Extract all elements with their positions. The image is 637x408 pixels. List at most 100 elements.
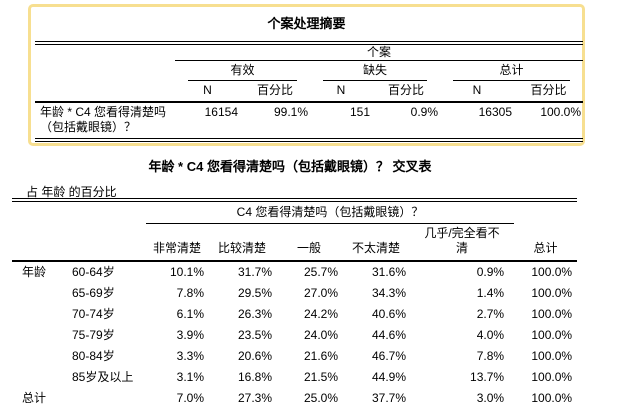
row-group-label-age: 年龄 — [22, 265, 47, 279]
data-row-85-plus: 85岁及以上 3.1% 16.8% 21.5% 44.9% 13.7% 100.… — [12, 367, 577, 388]
value-cell: 25.7% — [303, 265, 338, 279]
group-header-row: 有效 缺失 总计 — [35, 61, 583, 82]
value-cell: 24.2% — [303, 307, 338, 321]
group-header-missing: 缺失 — [310, 61, 440, 81]
value-cell-n-total: 16305 — [440, 102, 514, 142]
c4-span-header: C4 您看得清楚吗（包括戴眼镜）？ — [146, 198, 515, 224]
empty-cell — [60, 388, 146, 408]
case-summary-title: 个案处理摘要 — [267, 16, 346, 31]
row-label: 60-64岁 — [72, 265, 115, 279]
row-label: 65-69岁 — [72, 286, 115, 300]
value-cell: 21.5% — [303, 370, 338, 384]
group-header-total-label: 总计 — [453, 61, 571, 81]
case-summary-data-row: 年龄 * C4 您看得清楚吗 （包括戴眼镜）？ 16154 99.1% 151 … — [35, 102, 584, 142]
value-cell: 40.6% — [371, 307, 406, 321]
corner-cell — [35, 81, 175, 103]
group-header-missing-label: 缺失 — [323, 61, 427, 81]
value-cell: 6.1% — [176, 307, 204, 321]
header-percent-valid: 百分比 — [240, 81, 310, 103]
corner-cell — [12, 223, 146, 262]
value-cell-percent-valid: 99.1% — [240, 102, 310, 142]
c4-span-row: C4 您看得清楚吗（包括戴眼镜）？ — [12, 198, 578, 224]
selected-output-object[interactable]: 个案处理摘要 个案 有效 缺失 总计 N 百分比 N 百分比 — [28, 4, 585, 146]
crosstab-caption: 占 年龄 的百分比 — [26, 185, 117, 199]
value-cell: 44.9% — [371, 370, 406, 384]
value-cell: 7.8% — [476, 349, 505, 363]
data-row-60-64: 年龄 60-64岁 10.1% 31.7% 25.7% 31.6% 0.9% 1… — [12, 261, 577, 283]
value-cell: 7.0% — [146, 388, 208, 408]
value-cell: 100.0% — [531, 349, 573, 363]
value-cell: 31.7% — [237, 265, 272, 279]
value-cell: 1.4% — [476, 286, 505, 300]
header-percent-missing: 百分比 — [372, 81, 440, 103]
value-cell: 44.6% — [371, 328, 406, 342]
group-header-valid-label: 有效 — [188, 61, 297, 81]
value-cell-percent-total: 100.0% — [514, 102, 584, 142]
corner-cell — [35, 61, 175, 82]
value-cell-n-missing: 151 — [310, 102, 372, 142]
value-cell: 3.1% — [176, 370, 204, 384]
data-row-65-69: 65-69岁 7.8% 29.5% 27.0% 34.3% 1.4% 100.0… — [12, 283, 577, 304]
total-row-label: 总计 — [12, 388, 60, 408]
data-row-75-79: 75-79岁 3.9% 23.5% 24.0% 44.6% 4.0% 100.0… — [12, 325, 577, 346]
cases-span-row: 个案 — [35, 41, 584, 61]
header-n-total: N — [440, 81, 514, 103]
case-processing-summary-table[interactable]: 个案 有效 缺失 总计 N 百分比 N 百分比 N 百分比 年龄 * C4 您看… — [35, 41, 584, 142]
col-header-very-clear: 非常清楚 — [146, 223, 208, 262]
value-cell: 7.8% — [176, 286, 204, 300]
value-cell: 4.0% — [476, 328, 505, 342]
value-cell-n-valid: 16154 — [175, 102, 240, 142]
data-row-70-74: 70-74岁 6.1% 26.3% 24.2% 40.6% 2.7% 100.0… — [12, 304, 577, 325]
value-cell: 10.1% — [169, 265, 204, 279]
col-header-fairly-clear: 比较清楚 — [208, 223, 276, 262]
value-cell: 23.5% — [237, 328, 272, 342]
value-cell: 46.7% — [371, 349, 406, 363]
value-cell: 3.0% — [410, 388, 515, 408]
value-cell: 20.6% — [237, 349, 272, 363]
case-row-label-line1: 年龄 * C4 您看得清楚吗 — [40, 105, 167, 119]
row-label: 85岁及以上 — [72, 370, 134, 384]
value-cell: 3.9% — [176, 328, 204, 342]
data-row-80-84: 80-84岁 3.3% 20.6% 21.6% 46.7% 7.8% 100.0… — [12, 346, 577, 367]
value-cell: 21.6% — [303, 349, 338, 363]
col-header-almost-blind: 几乎/完全看不清 — [410, 223, 515, 262]
col-header-not-clear: 不太清楚 — [342, 223, 410, 262]
total-row: 总计 7.0% 27.3% 25.0% 37.7% 3.0% 100.0% — [12, 388, 578, 408]
crosstab-title: 年龄 * C4 您看得清楚吗（包括戴眼镜）？ 交叉表 — [148, 159, 432, 174]
crosstab-table[interactable]: C4 您看得清楚吗（包括戴眼镜）？ 非常清楚 比较清楚 一般 不太清楚 几乎/完… — [12, 198, 578, 408]
category-header-row: 非常清楚 比较清楚 一般 不太清楚 几乎/完全看不清 总计 — [12, 223, 578, 262]
value-cell: 25.0% — [276, 388, 342, 408]
value-cell-percent-missing: 0.9% — [372, 102, 440, 142]
group-header-valid: 有效 — [175, 61, 310, 81]
value-cell: 3.3% — [176, 349, 204, 363]
col-header-average: 一般 — [276, 223, 342, 262]
value-cell: 100.0% — [531, 307, 573, 321]
value-cell: 29.5% — [237, 286, 272, 300]
header-n-missing: N — [310, 81, 372, 103]
measure-header-row: N 百分比 N 百分比 N 百分比 — [35, 81, 584, 103]
value-cell: 100.0% — [531, 265, 573, 279]
value-cell: 100.0% — [514, 388, 578, 408]
value-cell: 100.0% — [531, 370, 573, 384]
value-cell: 31.6% — [371, 265, 406, 279]
corner-cell — [514, 198, 578, 224]
value-cell: 34.3% — [371, 286, 406, 300]
corner-cell — [12, 198, 146, 224]
value-cell: 24.0% — [303, 328, 338, 342]
value-cell: 100.0% — [531, 286, 573, 300]
value-cell: 16.8% — [237, 370, 272, 384]
header-n-valid: N — [175, 81, 240, 103]
header-percent-total: 百分比 — [514, 81, 584, 103]
row-label: 70-74岁 — [72, 307, 115, 321]
value-cell: 100.0% — [531, 328, 573, 342]
value-cell: 13.7% — [470, 370, 505, 384]
row-label: 75-79岁 — [72, 328, 115, 342]
cases-span-header: 个案 — [175, 41, 584, 61]
corner-cell — [35, 41, 175, 61]
value-cell: 37.7% — [342, 388, 410, 408]
row-label: 80-84岁 — [72, 349, 115, 363]
case-row-label-line2: （包括戴眼镜）？ — [40, 120, 137, 134]
value-cell: 0.9% — [476, 265, 505, 279]
case-row-label: 年龄 * C4 您看得清楚吗 （包括戴眼镜）？ — [35, 102, 175, 142]
